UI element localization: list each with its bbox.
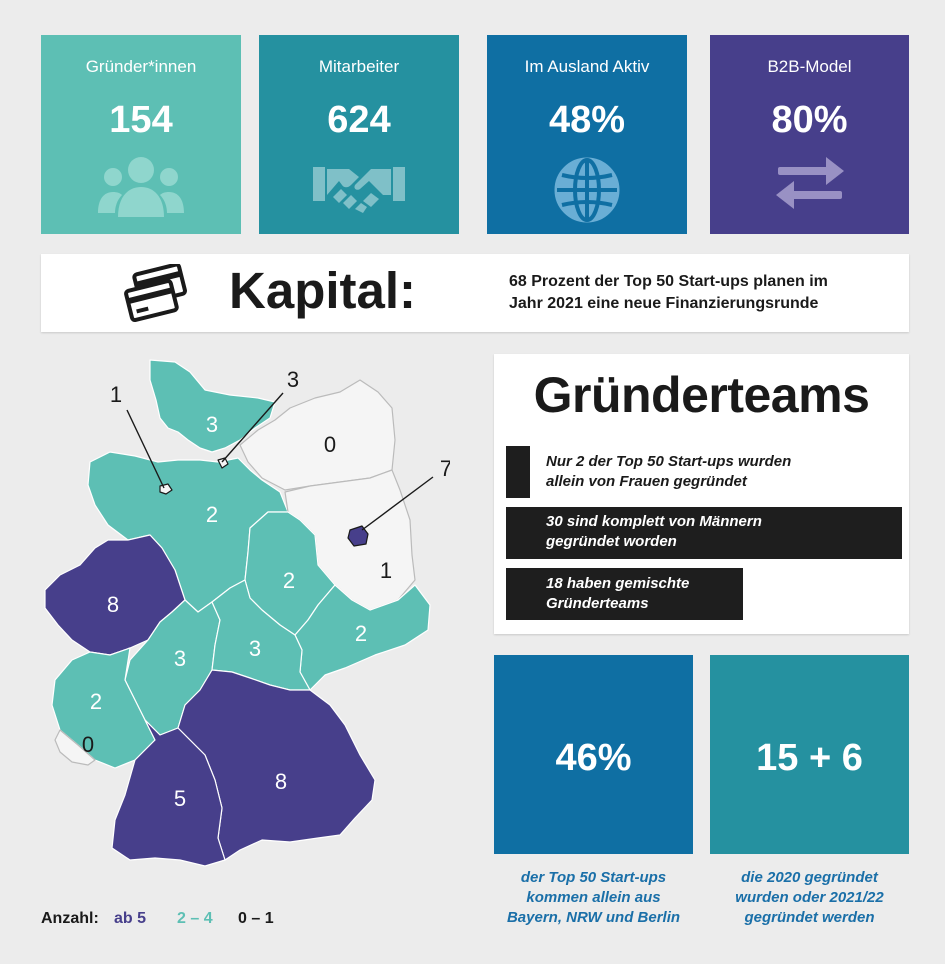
gruenderteams-title: Gründerteams (533, 367, 870, 423)
legend-high: ab 5 (114, 910, 147, 927)
label-sachsen-anhalt: 2 (283, 568, 295, 593)
label-niedersachsen: 2 (206, 502, 218, 527)
label-brandenburg: 1 (380, 558, 392, 583)
label-bremen: 3 (287, 367, 299, 392)
label-thueringen: 3 (249, 636, 261, 661)
tile-b2b: B2B-Model 80% (710, 35, 909, 234)
label-schleswig-holstein: 3 (206, 412, 218, 437)
tile-value: 80% (771, 99, 848, 141)
tile-ausland: Im Ausland Aktiv 48% (487, 35, 687, 234)
bar-text-line: 30 sind komplett von Männern (546, 513, 762, 530)
callout-line (361, 476, 434, 531)
kapital-text-line: 68 Prozent der Top 50 Start-ups planen i… (509, 273, 828, 290)
caption-line: wurden oder 2021/22 (735, 889, 884, 906)
tile-label: Im Ausland Aktiv (524, 57, 650, 76)
tile-label: B2B-Model (767, 57, 852, 76)
bar-text-line: Nur 2 der Top 50 Start-ups wurden (546, 453, 792, 470)
legend-low: 0 – 1 (238, 910, 274, 927)
tile-mitarbeiter: Mitarbeiter 624 (259, 35, 459, 234)
caption-line: kommen allein aus (526, 889, 661, 906)
men-founders-bar (506, 507, 902, 559)
callout-line (126, 409, 165, 489)
caption-line: der Top 50 Start-ups (520, 869, 667, 886)
region-berlin (347, 525, 369, 547)
tile-label: Mitarbeiter (318, 57, 400, 76)
bar-text-line: Gründerteams (546, 595, 649, 612)
bar-text-line: allein von Frauen gegründet (546, 473, 747, 490)
tile-label: Gründer*innen (85, 57, 197, 76)
germany-map: 3 1 3 0 7 1 2 2 8 2 3 3 2 0 8 5 (44, 359, 450, 867)
region-saarland (54, 729, 96, 766)
stat-tile-founding-years: 15 + 6 (710, 655, 909, 854)
stat-tile-bayern-nrw-berlin: 46% (494, 655, 693, 854)
people-icon (41, 155, 241, 219)
arrows-exchange-icon (710, 155, 909, 211)
label-mecklenburg: 0 (324, 432, 336, 457)
label-sachsen: 2 (355, 621, 367, 646)
region-thueringen (211, 579, 311, 691)
label-saarland: 0 (82, 732, 94, 757)
stat-caption: der Top 50 Start-ups kommen allein aus B… (494, 868, 693, 928)
label-baden-wuerttemberg: 5 (174, 786, 186, 811)
tile-gruender: Gründer*innen 154 (41, 35, 241, 234)
women-founders-text: Nur 2 der Top 50 Start-ups wurden allein… (546, 452, 866, 492)
label-hessen: 3 (174, 646, 186, 671)
label-hamburg: 1 (110, 382, 122, 407)
label-rheinland-pfalz: 2 (90, 689, 102, 714)
caption-line: die 2020 gegründet (741, 869, 878, 886)
legend-title: Anzahl: (41, 910, 99, 927)
tile-value: 624 (327, 99, 391, 141)
tile-value: 154 (109, 99, 173, 141)
men-founders-text: 30 sind komplett von Männern gegründet w… (546, 512, 866, 552)
caption-line: Bayern, NRW und Berlin (506, 909, 681, 926)
kapital-title: Kapital: (229, 262, 417, 319)
kapital-text-line: Jahr 2021 eine neue Finanzierungsrunde (509, 295, 819, 312)
region-mecklenburg (239, 379, 396, 491)
bar-text-line: 18 haben gemischte (546, 575, 690, 592)
women-founders-bar (506, 446, 530, 498)
tile-value: 48% (548, 99, 626, 141)
kapital-banner: Kapital: 68 Prozent der Top 50 Start-ups… (41, 254, 909, 332)
mixed-founders-bar (506, 568, 743, 620)
stat-caption: die 2020 gegründet wurden oder 2021/22 g… (710, 868, 909, 928)
legend-mid: 2 – 4 (177, 910, 213, 927)
caption-line: gegründet werden (744, 909, 875, 926)
label-bayern: 8 (275, 769, 287, 794)
label-berlin: 7 (440, 456, 450, 481)
handshake-icon (259, 155, 459, 215)
kapital-text: 68 Prozent der Top 50 Start-ups planen i… (509, 271, 889, 315)
region-baden-wuerttemberg (111, 719, 226, 867)
gruenderteams-panel: Gründerteams Nur 2 der Top 50 Start-ups … (494, 354, 909, 634)
credit-cards-icon (123, 262, 191, 329)
bar-text-line: gegründet worden (546, 533, 677, 550)
stat-value: 15 + 6 (756, 737, 863, 779)
region-schleswig-holstein (149, 359, 276, 453)
stat-value: 46% (555, 737, 632, 779)
label-nrw: 8 (107, 592, 119, 617)
callout-line (221, 392, 284, 463)
mixed-founders-text: 18 haben gemischte Gründerteams (546, 574, 866, 614)
region-bremen (217, 457, 229, 469)
globe-icon (487, 155, 687, 225)
